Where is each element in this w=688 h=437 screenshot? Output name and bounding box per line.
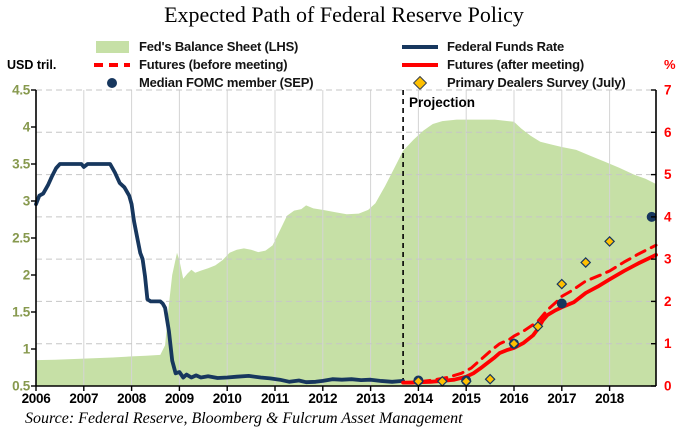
dealer-survey-diamond (532, 320, 544, 332)
balance-sheet-area (36, 119, 656, 386)
x-axis-tick-label: 2007 (69, 391, 98, 406)
legend-label: Futures (after meeting) (447, 57, 584, 72)
right-axis-tick-label: 6 (664, 125, 672, 140)
legend-label: Fed's Balance Sheet (LHS) (139, 39, 299, 54)
left-axis-tick-label: 1.5 (12, 305, 31, 320)
legend-item-futures-after: Futures (after meeting) (402, 57, 584, 72)
futures-after-line (401, 253, 658, 385)
futures-before-line (401, 243, 658, 385)
x-axis-tick-label: 2016 (500, 391, 530, 406)
fomc-median-dot (556, 298, 567, 309)
x-axis-tick-label: 2006 (22, 391, 52, 406)
legend-item-balance-sheet: Fed's Balance Sheet (LHS) (94, 39, 298, 54)
dealer-survey-diamond (604, 235, 616, 247)
left-axis-tick-label: 0.5 (12, 379, 31, 394)
legend-label: Primary Dealers Survey (July) (447, 75, 626, 90)
left-axis-tick-label: 2 (23, 268, 30, 283)
left-axis-tick-label: 4 (23, 120, 31, 135)
legend-item-fomc-median: Median FOMC member (SEP) (94, 75, 314, 90)
legend-label: Futures (before meeting) (139, 57, 288, 72)
dealer-survey-diamond (484, 373, 496, 385)
right-axis-tick-label: 3 (664, 252, 672, 267)
legend-label: Federal Funds Rate (447, 39, 565, 54)
x-axis-tick-label: 2012 (308, 391, 337, 406)
chart-title: Expected Path of Federal Reserve Policy (164, 2, 524, 27)
x-axis-tick-label: 2010 (213, 391, 242, 406)
projection-label: Projection (409, 95, 476, 110)
right-axis-unit-label: % (664, 57, 676, 72)
right-axis-tick-label: 2 (664, 294, 671, 309)
dealer-survey-diamond (556, 278, 568, 290)
navy-dot-swatch-icon (94, 77, 130, 88)
legend-item-dealers-survey: Primary Dealers Survey (July) (402, 75, 626, 90)
fed-funds-rate-line (34, 162, 405, 385)
dashed-line-swatch-icon (94, 62, 130, 67)
x-axis-tick-label: 2008 (117, 391, 147, 406)
right-axis-tick-label: 0 (664, 379, 671, 394)
x-axis-tick-label: 2009 (165, 391, 194, 406)
x-axis-tick-label: 2015 (452, 391, 482, 406)
x-axis-tick-label: 2014 (404, 391, 434, 406)
right-axis-tick-label: 5 (664, 167, 672, 182)
x-axis-tick-label: 2011 (261, 391, 290, 406)
x-axis-tick-label: 2017 (547, 391, 576, 406)
legend-label: Median FOMC member (SEP) (139, 75, 314, 90)
left-axis-tick-label: 2.5 (12, 231, 31, 246)
left-axis-tick-label: 3.5 (12, 157, 31, 172)
dealer-survey-diamond (580, 257, 592, 268)
red-line-swatch-icon (402, 62, 438, 67)
balance-sheet-swatch-icon (94, 40, 130, 53)
right-axis-tick-label: 4 (664, 209, 672, 224)
left-axis-tick-label: 3 (23, 194, 31, 209)
source-attribution: Source: Federal Reserve, Bloomberg & Ful… (25, 410, 463, 427)
left-axis-tick-label: 4.5 (12, 83, 31, 98)
right-axis-tick-label: 7 (664, 83, 671, 98)
x-axis-tick-label: 2013 (356, 391, 386, 406)
left-axis-tick-label: 1 (23, 342, 31, 357)
legend-item-futures-before: Futures (before meeting) (94, 57, 288, 72)
dealer-survey-diamond (508, 338, 520, 350)
x-axis-tick-label: 2018 (595, 391, 625, 406)
left-axis-unit-label: USD tril. (7, 58, 57, 72)
legend-item-fed-funds-rate: Federal Funds Rate (402, 39, 564, 54)
navy-line-swatch-icon (402, 44, 438, 49)
right-axis-tick-label: 1 (664, 336, 672, 351)
